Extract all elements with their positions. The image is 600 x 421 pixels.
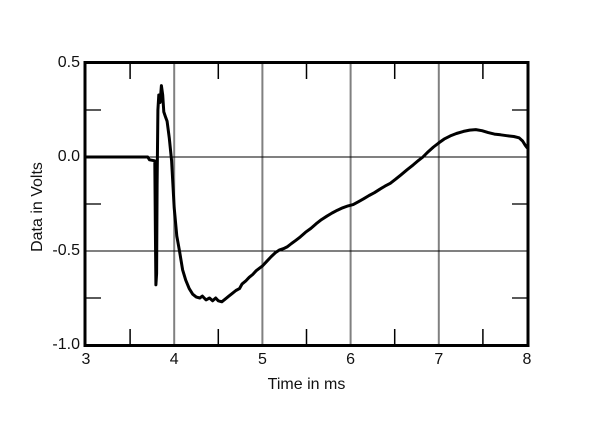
y-tick-label: 0.5 xyxy=(57,54,80,71)
x-tick-label: 5 xyxy=(257,351,267,368)
x-tick-label: 6 xyxy=(346,351,356,368)
y-axis-title: Data in Volts xyxy=(29,162,46,252)
x-tick-label: 8 xyxy=(522,351,532,368)
x-tick-label: 3 xyxy=(81,351,91,368)
y-tick-label: -0.5 xyxy=(52,242,80,259)
waveform-trace xyxy=(84,84,529,304)
y-tick-label: 0.0 xyxy=(57,148,80,165)
plot-border xyxy=(83,61,530,347)
y-tick-label: -1.0 xyxy=(52,336,80,353)
x-axis-title: Time in ms xyxy=(267,376,346,393)
x-tick-label: 4 xyxy=(169,351,179,368)
x-tick-label: 7 xyxy=(434,351,444,368)
